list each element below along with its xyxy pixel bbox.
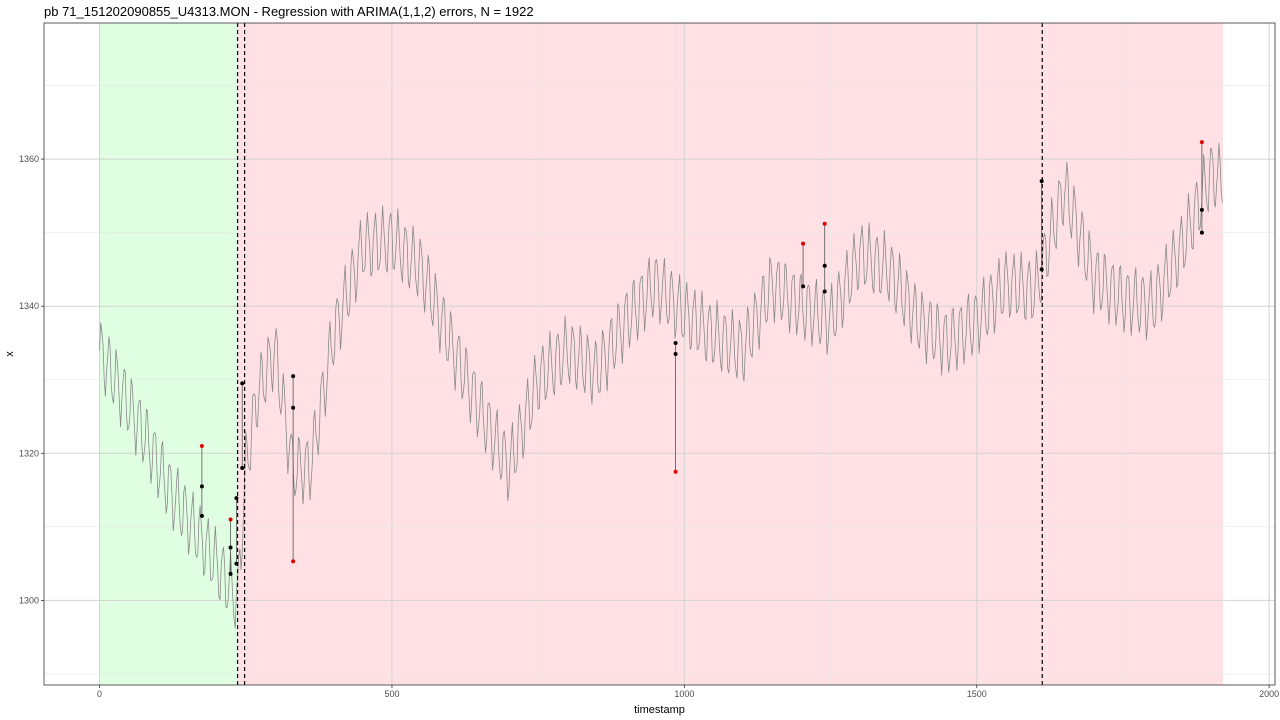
fitted-point: [822, 263, 827, 268]
fitted-point: [199, 513, 204, 518]
fitted-point: [291, 374, 296, 379]
fitted-point: [240, 466, 245, 471]
y-tick-label: 1340: [19, 301, 39, 311]
x-tick-label: 500: [384, 689, 399, 699]
fitted-point: [1039, 267, 1044, 272]
fitted-point: [1199, 207, 1204, 212]
fitted-point: [240, 381, 245, 386]
fitted-point: [1039, 179, 1044, 184]
outlier-point: [291, 559, 296, 564]
y-tick-label: 1360: [19, 154, 39, 164]
x-tick-label: 1000: [674, 689, 694, 699]
y-axis-label: x: [4, 351, 16, 357]
fitted-point: [1199, 230, 1204, 235]
outlier-point: [801, 241, 806, 246]
chart-title: pb 71_151202090855_U4313.MON - Regressio…: [44, 4, 534, 19]
fitted-point: [228, 571, 233, 576]
x-tick-label: 1500: [967, 689, 987, 699]
y-tick-label: 1300: [19, 595, 39, 605]
y-tick-label: 1320: [19, 448, 39, 458]
panel-border: [43, 22, 1276, 686]
outlier-point: [822, 221, 827, 226]
fitted-point: [822, 289, 827, 294]
x-tick-label: 0: [97, 689, 102, 699]
fitted-point: [234, 496, 239, 501]
fitted-point: [228, 545, 233, 550]
fitted-point: [291, 405, 296, 410]
outlier-point: [228, 517, 233, 522]
fitted-point: [801, 284, 806, 289]
outlier-point: [199, 443, 204, 448]
fitted-point: [199, 484, 204, 489]
training-window-region: [99, 23, 238, 685]
fitted-point: [234, 561, 239, 566]
outlier-point: [673, 469, 678, 474]
x-axis-label: timestamp: [634, 704, 685, 716]
fitted-point: [673, 340, 678, 345]
fitted-point: [673, 352, 678, 356]
outlier-point: [1199, 140, 1204, 145]
x-tick-label: 2000: [1259, 689, 1279, 699]
series-line: [99, 143, 1223, 629]
